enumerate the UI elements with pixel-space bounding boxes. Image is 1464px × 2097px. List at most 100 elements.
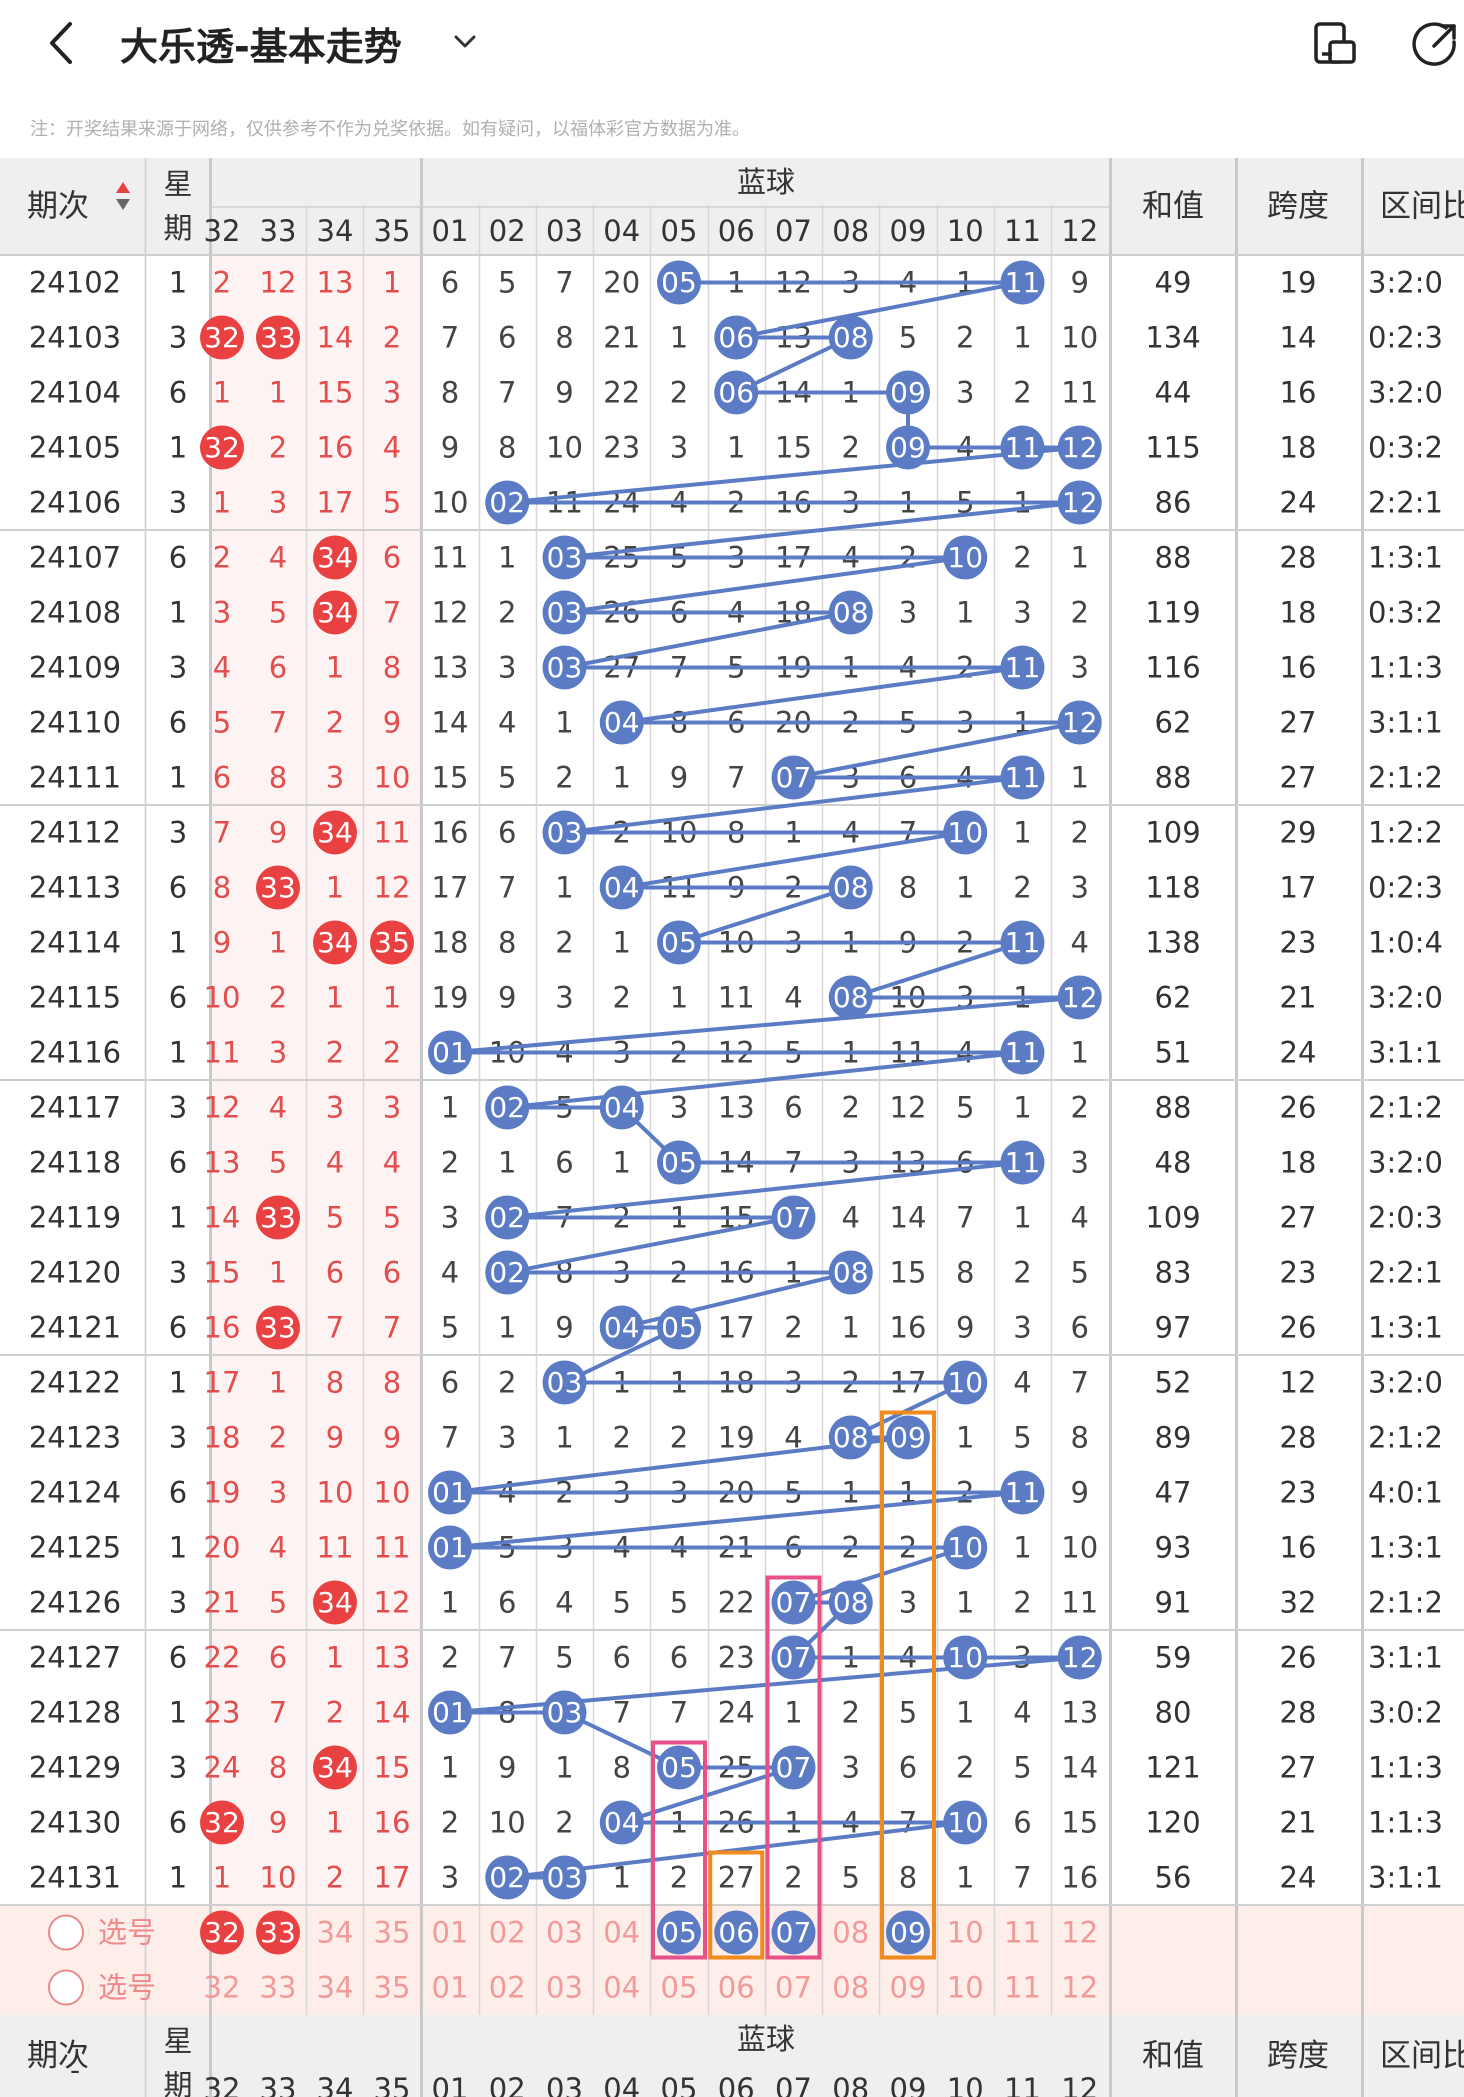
span-value: 26 [1280,1311,1317,1345]
layout-toggle-icon[interactable] [1310,20,1360,68]
pick-red-number[interactable]: 32 [204,1971,241,2005]
red-miss-count: 5 [213,706,231,740]
pick-blue-number[interactable]: 07 [775,1971,812,2005]
sort-desc-icon[interactable] [116,199,130,210]
blue-ball-number: 07 [776,1641,812,1674]
weekday: 1 [169,596,187,630]
pick-blue-number[interactable]: 01 [432,1916,469,1950]
column-header-blue-11: 11 [1004,214,1041,248]
blue-ball-number: 10 [947,1531,983,1564]
blue-miss-count: 12 [432,596,469,630]
red-miss-count: 13 [317,266,354,300]
chevron-down-icon[interactable] [448,24,482,58]
issue-number: 24106 [29,486,121,520]
pick-blue-number[interactable]: 06 [718,1916,754,1949]
sum-value: 86 [1155,486,1192,520]
pick-blue-number[interactable]: 12 [1061,1916,1098,1950]
pick-red-ball-selected[interactable] [256,1910,300,1955]
blue-miss-count: 7 [727,761,745,795]
blue-miss-count: 3 [899,1586,917,1620]
red-miss-count: 6 [326,1256,344,1290]
red-miss-count: 3 [213,596,231,630]
blue-miss-count: 4 [1071,1201,1089,1235]
span-value: 28 [1280,1421,1317,1455]
pick-blue-number[interactable]: 12 [1061,1971,1098,2005]
sort-asc-icon[interactable] [116,182,130,193]
blue-ball [657,260,701,305]
red-miss-count: 3 [383,1091,401,1125]
blue-ball-number: 10 [947,1806,983,1839]
page-title[interactable]: 大乐透-基本走势 [120,25,402,69]
pick-red-number[interactable]: 35 [374,1971,411,2005]
blue-ball-number: 10 [947,816,983,849]
pick-red-number[interactable]: 33 [260,1916,296,1949]
pick-blue-number[interactable]: 11 [1004,1971,1041,2005]
weekday: 6 [169,1806,187,1840]
red-ball-number: 34 [317,816,353,849]
pick-blue-number[interactable]: 09 [890,1971,927,2005]
blue-miss-count: 3 [498,1421,516,1455]
share-icon[interactable] [1412,20,1460,68]
pick-blue-number[interactable]: 11 [1004,1916,1041,1950]
pick-blue-number[interactable]: 06 [718,1971,755,2005]
red-miss-count: 17 [317,486,354,520]
blue-miss-count: 5 [1013,1421,1031,1455]
red-miss-count: 6 [269,651,287,685]
red-miss-count: 21 [204,1586,241,1620]
pick-red-number[interactable]: 33 [260,1971,297,2005]
pick-label[interactable]: 选号 [98,1971,156,2005]
pick-radio-icon[interactable] [48,1914,84,1951]
pick-blue-number[interactable]: 09 [890,1916,926,1949]
pick-red-number[interactable]: 35 [374,1916,411,1950]
pick-blue-number[interactable]: 07 [776,1916,812,1949]
blue-miss-count: 8 [498,431,516,465]
pick-blue-ball-selected[interactable] [771,1910,816,1955]
pick-blue-number[interactable]: 10 [947,1971,984,2005]
sum-value: 88 [1155,761,1192,795]
red-miss-count: 14 [204,1201,241,1235]
pick-blue-number[interactable]: 05 [661,1916,697,1949]
red-ball-number: 34 [317,926,353,959]
ratio-value: 4:0:1 [1368,1476,1443,1510]
pick-blue-number[interactable]: 04 [603,1971,640,2005]
column-header-blue-04-footer: 04 [603,2072,640,2097]
blue-ball-number: 02 [489,1861,525,1894]
blue-ball [542,590,587,635]
issue-number: 24116 [29,1036,121,1070]
pick-blue-number[interactable]: 08 [832,1971,869,2005]
blue-ball [943,535,988,580]
blue-miss-count: 1 [784,1696,802,1730]
pick-blue-number[interactable]: 05 [661,1971,698,2005]
pick-blue-number[interactable]: 10 [947,1916,984,1950]
blue-ball-number: 11 [1005,1036,1041,1069]
pick-blue-number[interactable]: 01 [432,1971,469,2005]
back-arrow-icon[interactable] [42,18,82,68]
pick-blue-number[interactable]: 03 [546,1916,583,1950]
pick-blue-number[interactable]: 02 [489,1916,526,1950]
red-miss-count: 17 [204,1366,241,1400]
ratio-value: 2:0:3 [1368,1201,1443,1235]
pick-red-number[interactable]: 34 [317,1971,354,2005]
pick-blue-number[interactable]: 02 [489,1971,526,2005]
pick-label[interactable]: 选号 [98,1916,156,1950]
blue-miss-count: 1 [613,926,631,960]
pick-radio-icon[interactable] [48,1969,84,2006]
pick-blue-number[interactable]: 04 [603,1916,640,1950]
blue-miss-count: 11 [718,981,755,1015]
pick-blue-ball-selected[interactable] [657,1910,701,1955]
pick-blue-number[interactable]: 08 [832,1916,869,1950]
pick-blue-ball-selected[interactable] [714,1910,759,1955]
red-miss-count: 12 [260,266,297,300]
ratio-value: 2:1:2 [1368,1091,1443,1125]
sum-value: 89 [1155,1421,1192,1455]
pick-blue-number[interactable]: 03 [546,1971,583,2005]
red-ball-number: 33 [260,871,296,904]
blue-ball [828,1580,873,1625]
blue-miss-count: 14 [890,1201,927,1235]
red-ball [370,920,414,965]
pick-blue-ball-selected[interactable] [886,1910,930,1955]
pick-red-ball-selected[interactable] [200,1910,244,1955]
highlight-box-06 [708,1850,765,1960]
pick-red-number[interactable]: 32 [204,1916,240,1949]
pick-red-number[interactable]: 34 [317,1916,354,1950]
